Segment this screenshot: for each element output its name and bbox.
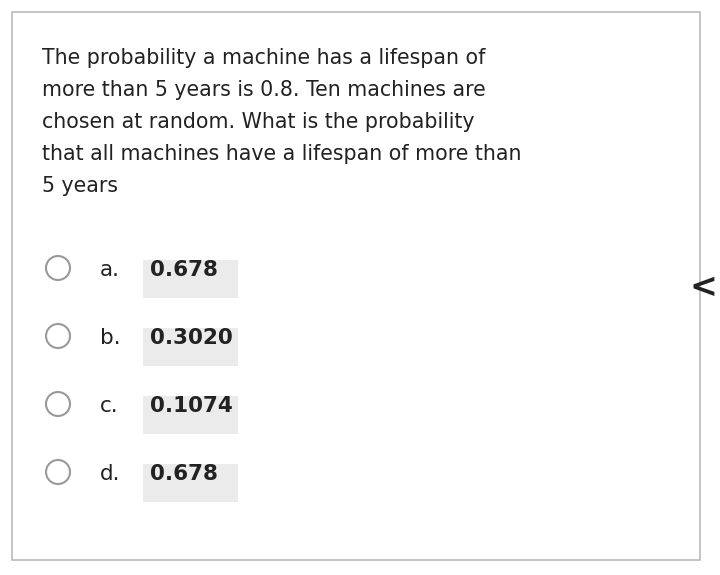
Text: a.: a. xyxy=(100,260,120,280)
Text: 0.3020: 0.3020 xyxy=(150,328,233,348)
Text: 0.1074: 0.1074 xyxy=(150,396,233,416)
Text: The probability a machine has a lifespan of: The probability a machine has a lifespan… xyxy=(42,48,485,68)
Circle shape xyxy=(46,256,70,280)
Text: more than 5 years is 0.8. Ten machines are: more than 5 years is 0.8. Ten machines a… xyxy=(42,80,486,100)
Text: c.: c. xyxy=(100,396,119,416)
Text: that all machines have a lifespan of more than: that all machines have a lifespan of mor… xyxy=(42,144,521,164)
FancyBboxPatch shape xyxy=(12,12,700,560)
FancyBboxPatch shape xyxy=(143,396,238,434)
FancyBboxPatch shape xyxy=(143,464,238,502)
Text: chosen at random. What is the probability: chosen at random. What is the probabilit… xyxy=(42,112,474,132)
FancyBboxPatch shape xyxy=(143,260,238,298)
Circle shape xyxy=(46,392,70,416)
Circle shape xyxy=(46,324,70,348)
Text: <: < xyxy=(689,271,717,305)
Text: 0.678: 0.678 xyxy=(150,260,218,280)
Text: 0.678: 0.678 xyxy=(150,464,218,484)
Circle shape xyxy=(46,460,70,484)
FancyBboxPatch shape xyxy=(143,328,238,366)
Text: b.: b. xyxy=(100,328,121,348)
Text: d.: d. xyxy=(100,464,120,484)
Text: 5 years: 5 years xyxy=(42,176,118,196)
